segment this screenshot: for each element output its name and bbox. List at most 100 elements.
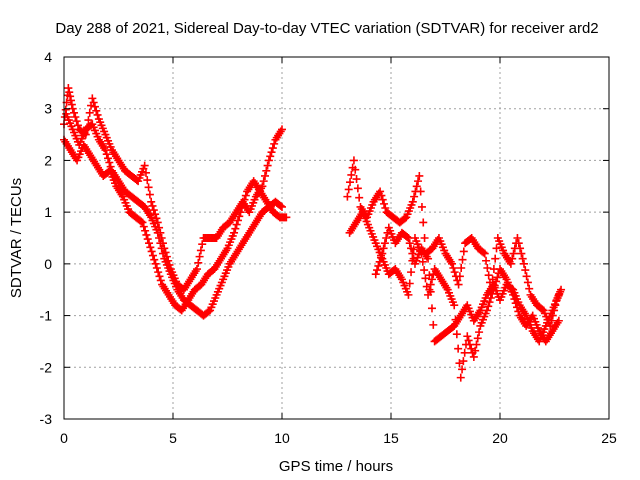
data-point <box>144 183 153 192</box>
data-point <box>506 259 515 268</box>
data-point <box>67 100 76 109</box>
data-point <box>270 139 279 148</box>
data-point <box>148 251 157 260</box>
series-trace-d <box>343 156 566 330</box>
data-point <box>518 254 527 263</box>
x-tick-label: 5 <box>169 430 177 446</box>
data-point <box>353 184 362 193</box>
y-tick-label: 4 <box>44 49 52 65</box>
data-point <box>143 176 152 185</box>
data-point <box>262 166 271 175</box>
data-point <box>513 234 522 242</box>
data-point <box>456 373 465 382</box>
data-point <box>140 161 149 170</box>
data-point <box>101 146 110 155</box>
data-point <box>425 271 434 280</box>
data-point <box>408 249 417 258</box>
data-point <box>139 222 148 231</box>
data-point <box>420 266 429 275</box>
data-point <box>405 279 414 288</box>
data-point <box>156 239 165 248</box>
data-point <box>232 220 241 229</box>
data-point <box>347 170 356 179</box>
data-point <box>405 239 414 248</box>
data-point <box>377 191 386 200</box>
data-point <box>68 104 77 113</box>
data-point <box>460 348 469 357</box>
data-point <box>102 150 111 159</box>
data-point <box>484 302 493 311</box>
data-point <box>349 156 358 165</box>
data-point <box>259 177 268 186</box>
data-point <box>509 249 518 258</box>
data-point <box>137 217 146 226</box>
data-point <box>143 235 152 244</box>
axis-layer: 0 5 10 15 20 25 -3 -2 -1 0 1 2 3 4 <box>40 49 617 446</box>
y-tick-label: -3 <box>40 411 53 427</box>
data-point <box>517 249 526 258</box>
data-point <box>514 239 523 248</box>
data-point <box>557 285 566 294</box>
data-point <box>424 254 433 263</box>
data-point <box>427 275 436 284</box>
data-point <box>72 117 81 126</box>
data-point <box>404 290 413 299</box>
x-axis-title: GPS time / hours <box>279 458 393 475</box>
data-point <box>88 94 97 103</box>
data-point <box>427 304 436 313</box>
data-point <box>71 112 80 121</box>
data-point <box>523 278 532 287</box>
data-point <box>260 171 269 180</box>
y-tick-label: 2 <box>44 152 52 168</box>
data-point <box>479 248 488 257</box>
data-point <box>376 187 385 196</box>
data-point <box>85 108 94 117</box>
data-point <box>65 88 74 97</box>
data-point <box>145 190 154 199</box>
y-tick-label: 3 <box>44 101 52 117</box>
y-axis-title: SDTVAR / TECUs <box>8 178 25 298</box>
data-point <box>148 201 157 210</box>
data-point <box>147 197 156 206</box>
data-point <box>231 224 240 233</box>
data-point <box>452 330 461 339</box>
data-point <box>459 247 468 256</box>
data-point <box>450 268 459 277</box>
plot-frame <box>63 56 610 420</box>
data-point <box>378 249 387 258</box>
data-point <box>485 298 494 307</box>
data-point <box>464 336 473 345</box>
data-point <box>458 365 467 374</box>
data-point <box>106 162 115 171</box>
data-point <box>373 266 382 275</box>
data-point <box>351 165 360 174</box>
data-point <box>156 276 165 285</box>
data-point <box>407 268 416 277</box>
data-point <box>519 259 528 268</box>
data-point <box>375 257 384 266</box>
data-point <box>378 195 387 204</box>
chart-title: Day 288 of 2021, Sidereal Day-to-day VTE… <box>55 20 598 37</box>
data-point <box>426 287 435 296</box>
data-point <box>346 178 355 187</box>
data-points-layer <box>60 84 566 382</box>
data-point <box>92 106 101 115</box>
data-point <box>195 252 204 261</box>
data-point <box>233 216 242 225</box>
data-point <box>204 307 213 316</box>
data-point <box>463 332 472 341</box>
data-point <box>141 226 150 235</box>
data-point <box>89 98 98 107</box>
data-point <box>554 290 563 299</box>
y-tick-label: 1 <box>44 204 52 220</box>
data-point <box>418 257 427 266</box>
data-point <box>154 268 163 277</box>
data-point <box>150 255 159 264</box>
data-point <box>480 249 489 258</box>
data-point <box>268 144 277 153</box>
data-point <box>419 218 428 227</box>
data-point <box>453 276 462 285</box>
y-tick-label: -1 <box>40 308 53 324</box>
